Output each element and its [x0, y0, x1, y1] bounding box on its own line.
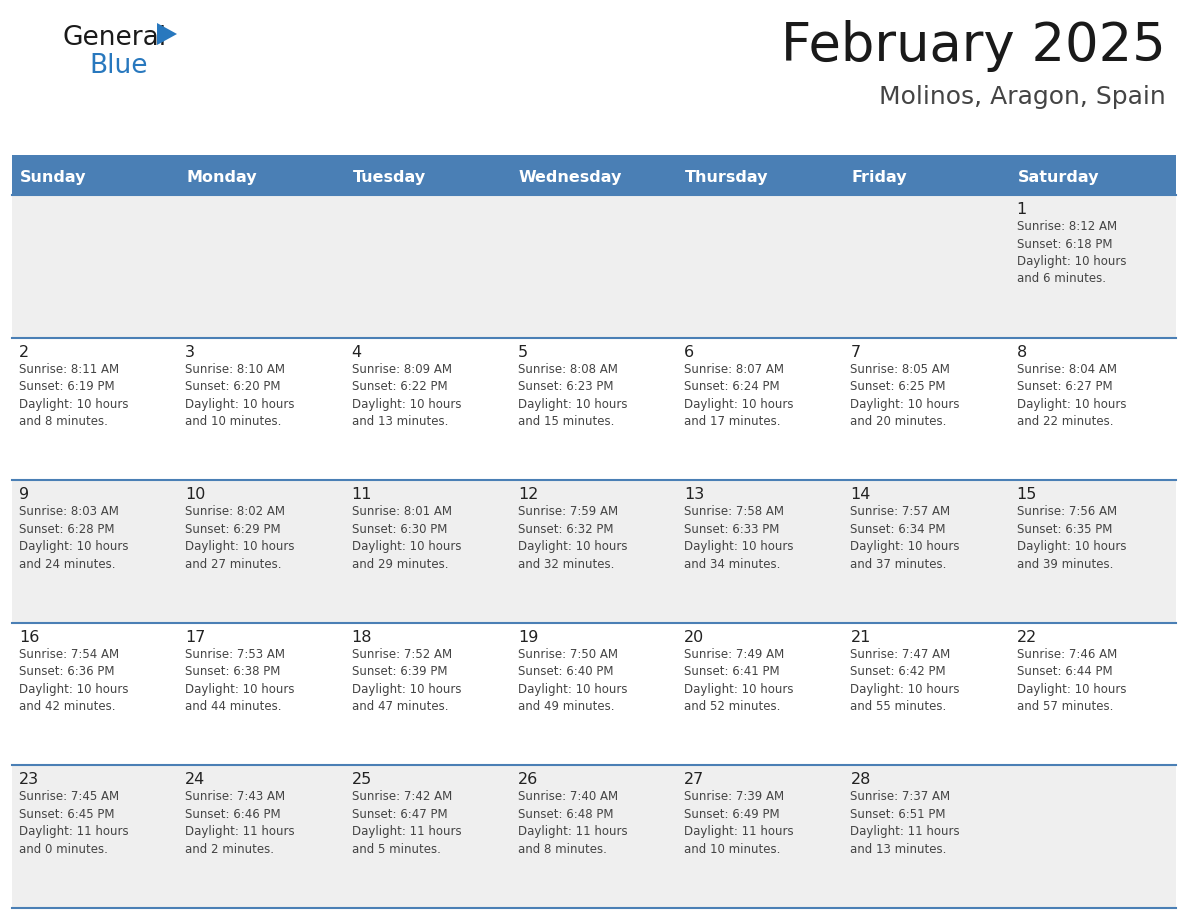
- Text: Sunrise: 8:07 AM
Sunset: 6:24 PM
Daylight: 10 hours
and 17 minutes.: Sunrise: 8:07 AM Sunset: 6:24 PM Dayligh…: [684, 363, 794, 428]
- Text: 28: 28: [851, 772, 871, 788]
- Bar: [12, 622, 1176, 766]
- Bar: [1010, 160, 1176, 195]
- Text: Sunrise: 7:43 AM
Sunset: 6:46 PM
Daylight: 11 hours
and 2 minutes.: Sunrise: 7:43 AM Sunset: 6:46 PM Dayligh…: [185, 790, 295, 856]
- Text: February 2025: February 2025: [782, 20, 1165, 72]
- Text: 10: 10: [185, 487, 206, 502]
- Text: 15: 15: [1017, 487, 1037, 502]
- Text: 8: 8: [1017, 344, 1026, 360]
- Text: Sunrise: 7:58 AM
Sunset: 6:33 PM
Daylight: 10 hours
and 34 minutes.: Sunrise: 7:58 AM Sunset: 6:33 PM Dayligh…: [684, 505, 794, 571]
- Text: Sunrise: 8:11 AM
Sunset: 6:19 PM
Daylight: 10 hours
and 8 minutes.: Sunrise: 8:11 AM Sunset: 6:19 PM Dayligh…: [19, 363, 128, 428]
- Text: Sunrise: 7:57 AM
Sunset: 6:34 PM
Daylight: 10 hours
and 37 minutes.: Sunrise: 7:57 AM Sunset: 6:34 PM Dayligh…: [851, 505, 960, 571]
- Bar: [12, 160, 178, 195]
- Text: 7: 7: [851, 344, 860, 360]
- Text: Blue: Blue: [89, 53, 147, 79]
- Text: 19: 19: [518, 630, 538, 644]
- Text: 27: 27: [684, 772, 704, 788]
- Bar: [12, 480, 1176, 622]
- Text: Sunrise: 8:01 AM
Sunset: 6:30 PM
Daylight: 10 hours
and 29 minutes.: Sunrise: 8:01 AM Sunset: 6:30 PM Dayligh…: [352, 505, 461, 571]
- Text: Molinos, Aragon, Spain: Molinos, Aragon, Spain: [879, 85, 1165, 109]
- Text: 5: 5: [518, 344, 527, 360]
- Text: 12: 12: [518, 487, 538, 502]
- Text: 6: 6: [684, 344, 694, 360]
- Text: 1: 1: [1017, 202, 1026, 217]
- Bar: [511, 160, 677, 195]
- Text: 9: 9: [19, 487, 30, 502]
- Text: 21: 21: [851, 630, 871, 644]
- Bar: [345, 160, 511, 195]
- Text: 22: 22: [1017, 630, 1037, 644]
- Bar: [12, 338, 1176, 480]
- Text: Sunrise: 8:09 AM
Sunset: 6:22 PM
Daylight: 10 hours
and 13 minutes.: Sunrise: 8:09 AM Sunset: 6:22 PM Dayligh…: [352, 363, 461, 428]
- Text: Sunrise: 7:59 AM
Sunset: 6:32 PM
Daylight: 10 hours
and 32 minutes.: Sunrise: 7:59 AM Sunset: 6:32 PM Dayligh…: [518, 505, 627, 571]
- Text: 11: 11: [352, 487, 372, 502]
- Text: 26: 26: [518, 772, 538, 788]
- Text: Sunrise: 8:12 AM
Sunset: 6:18 PM
Daylight: 10 hours
and 6 minutes.: Sunrise: 8:12 AM Sunset: 6:18 PM Dayligh…: [1017, 220, 1126, 285]
- Text: Sunrise: 8:02 AM
Sunset: 6:29 PM
Daylight: 10 hours
and 27 minutes.: Sunrise: 8:02 AM Sunset: 6:29 PM Dayligh…: [185, 505, 295, 571]
- Text: 23: 23: [19, 772, 39, 788]
- Text: Monday: Monday: [187, 170, 257, 185]
- Text: Thursday: Thursday: [685, 170, 769, 185]
- Text: 13: 13: [684, 487, 704, 502]
- Text: 17: 17: [185, 630, 206, 644]
- Text: Sunrise: 7:47 AM
Sunset: 6:42 PM
Daylight: 10 hours
and 55 minutes.: Sunrise: 7:47 AM Sunset: 6:42 PM Dayligh…: [851, 648, 960, 713]
- Text: Sunrise: 7:53 AM
Sunset: 6:38 PM
Daylight: 10 hours
and 44 minutes.: Sunrise: 7:53 AM Sunset: 6:38 PM Dayligh…: [185, 648, 295, 713]
- Text: Friday: Friday: [852, 170, 908, 185]
- Text: 3: 3: [185, 344, 195, 360]
- Text: Sunrise: 8:05 AM
Sunset: 6:25 PM
Daylight: 10 hours
and 20 minutes.: Sunrise: 8:05 AM Sunset: 6:25 PM Dayligh…: [851, 363, 960, 428]
- Text: Saturday: Saturday: [1018, 170, 1099, 185]
- Text: Sunrise: 7:54 AM
Sunset: 6:36 PM
Daylight: 10 hours
and 42 minutes.: Sunrise: 7:54 AM Sunset: 6:36 PM Dayligh…: [19, 648, 128, 713]
- Bar: [12, 766, 1176, 908]
- Polygon shape: [157, 23, 177, 45]
- Text: 2: 2: [19, 344, 30, 360]
- Text: Sunrise: 8:04 AM
Sunset: 6:27 PM
Daylight: 10 hours
and 22 minutes.: Sunrise: 8:04 AM Sunset: 6:27 PM Dayligh…: [1017, 363, 1126, 428]
- Text: Sunrise: 7:49 AM
Sunset: 6:41 PM
Daylight: 10 hours
and 52 minutes.: Sunrise: 7:49 AM Sunset: 6:41 PM Dayligh…: [684, 648, 794, 713]
- Text: Tuesday: Tuesday: [353, 170, 425, 185]
- Text: Sunrise: 7:37 AM
Sunset: 6:51 PM
Daylight: 11 hours
and 13 minutes.: Sunrise: 7:37 AM Sunset: 6:51 PM Dayligh…: [851, 790, 960, 856]
- Text: 14: 14: [851, 487, 871, 502]
- Text: Sunrise: 8:08 AM
Sunset: 6:23 PM
Daylight: 10 hours
and 15 minutes.: Sunrise: 8:08 AM Sunset: 6:23 PM Dayligh…: [518, 363, 627, 428]
- Text: Sunrise: 7:39 AM
Sunset: 6:49 PM
Daylight: 11 hours
and 10 minutes.: Sunrise: 7:39 AM Sunset: 6:49 PM Dayligh…: [684, 790, 794, 856]
- Text: Sunrise: 7:42 AM
Sunset: 6:47 PM
Daylight: 11 hours
and 5 minutes.: Sunrise: 7:42 AM Sunset: 6:47 PM Dayligh…: [352, 790, 461, 856]
- Text: 25: 25: [352, 772, 372, 788]
- Bar: [12, 195, 1176, 338]
- Text: Sunrise: 7:50 AM
Sunset: 6:40 PM
Daylight: 10 hours
and 49 minutes.: Sunrise: 7:50 AM Sunset: 6:40 PM Dayligh…: [518, 648, 627, 713]
- Text: Sunrise: 8:10 AM
Sunset: 6:20 PM
Daylight: 10 hours
and 10 minutes.: Sunrise: 8:10 AM Sunset: 6:20 PM Dayligh…: [185, 363, 295, 428]
- Text: Sunrise: 8:03 AM
Sunset: 6:28 PM
Daylight: 10 hours
and 24 minutes.: Sunrise: 8:03 AM Sunset: 6:28 PM Dayligh…: [19, 505, 128, 571]
- Text: 20: 20: [684, 630, 704, 644]
- Text: Sunrise: 7:46 AM
Sunset: 6:44 PM
Daylight: 10 hours
and 57 minutes.: Sunrise: 7:46 AM Sunset: 6:44 PM Dayligh…: [1017, 648, 1126, 713]
- Text: Sunrise: 7:56 AM
Sunset: 6:35 PM
Daylight: 10 hours
and 39 minutes.: Sunrise: 7:56 AM Sunset: 6:35 PM Dayligh…: [1017, 505, 1126, 571]
- Bar: [677, 160, 843, 195]
- Text: Sunrise: 7:45 AM
Sunset: 6:45 PM
Daylight: 11 hours
and 0 minutes.: Sunrise: 7:45 AM Sunset: 6:45 PM Dayligh…: [19, 790, 128, 856]
- Text: 24: 24: [185, 772, 206, 788]
- Bar: [178, 160, 345, 195]
- Text: Sunrise: 7:52 AM
Sunset: 6:39 PM
Daylight: 10 hours
and 47 minutes.: Sunrise: 7:52 AM Sunset: 6:39 PM Dayligh…: [352, 648, 461, 713]
- Text: 4: 4: [352, 344, 361, 360]
- Text: 18: 18: [352, 630, 372, 644]
- Text: General: General: [62, 25, 166, 51]
- Text: Sunrise: 7:40 AM
Sunset: 6:48 PM
Daylight: 11 hours
and 8 minutes.: Sunrise: 7:40 AM Sunset: 6:48 PM Dayligh…: [518, 790, 627, 856]
- Text: 16: 16: [19, 630, 39, 644]
- Bar: [12, 155, 1176, 160]
- Text: Wednesday: Wednesday: [519, 170, 623, 185]
- Bar: [843, 160, 1010, 195]
- Text: Sunday: Sunday: [20, 170, 87, 185]
